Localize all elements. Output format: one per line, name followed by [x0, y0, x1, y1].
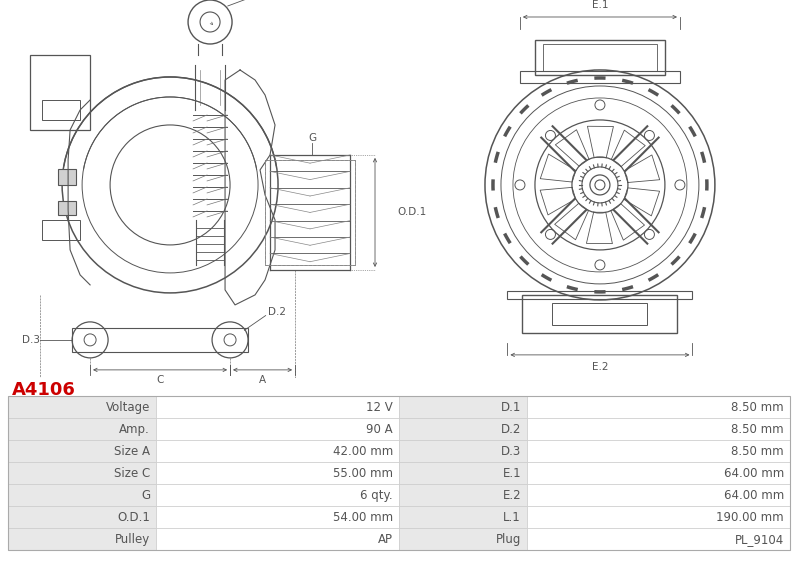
Text: PL_9104: PL_9104 [734, 532, 784, 545]
Text: 90 A: 90 A [366, 422, 393, 435]
Bar [58, 201, 76, 215]
Text: A: A [259, 375, 266, 385]
Bar [399, 396, 527, 418]
Bar [535, 40, 665, 75]
Text: 54.00 mm: 54.00 mm [333, 510, 393, 523]
Bar [30, 55, 90, 130]
Bar [399, 440, 527, 462]
Text: D.3: D.3 [22, 335, 40, 345]
Bar [553, 303, 647, 325]
Text: 12 V: 12 V [366, 400, 393, 414]
Text: 64.00 mm: 64.00 mm [724, 466, 784, 479]
Text: Amp.: Amp. [119, 422, 150, 435]
Text: C: C [156, 375, 164, 385]
Text: D.3: D.3 [501, 444, 521, 457]
Bar [527, 528, 790, 550]
Bar [527, 440, 790, 462]
Text: E.2: E.2 [502, 488, 521, 501]
Bar [507, 291, 693, 299]
Bar [265, 160, 355, 265]
Text: AP: AP [378, 532, 393, 545]
Text: 8.50 mm: 8.50 mm [731, 400, 784, 414]
Bar [520, 71, 680, 83]
Bar [156, 528, 399, 550]
Text: 6 qty.: 6 qty. [360, 488, 393, 501]
Text: Voltage: Voltage [106, 400, 150, 414]
Text: 42.00 mm: 42.00 mm [333, 444, 393, 457]
Text: 190.00 mm: 190.00 mm [716, 510, 784, 523]
Text: E.2: E.2 [592, 362, 608, 372]
Bar [72, 328, 248, 352]
Bar [399, 506, 527, 528]
Bar [8, 440, 156, 462]
Text: Size A: Size A [114, 444, 150, 457]
Bar [8, 484, 156, 506]
Bar [58, 169, 76, 185]
Text: D.2: D.2 [268, 307, 286, 317]
Bar [399, 528, 527, 550]
Text: A4106: A4106 [12, 381, 76, 399]
Bar [156, 396, 399, 418]
Bar [399, 418, 527, 440]
Text: G: G [308, 133, 316, 143]
Bar [8, 506, 156, 528]
Bar [156, 506, 399, 528]
Bar [8, 462, 156, 484]
Text: Plug: Plug [496, 532, 521, 545]
Text: E.1: E.1 [592, 0, 608, 10]
Text: 8.50 mm: 8.50 mm [731, 422, 784, 435]
Bar [42, 220, 80, 240]
Bar [399, 462, 527, 484]
Bar [527, 418, 790, 440]
Text: Size C: Size C [114, 466, 150, 479]
Text: E.1: E.1 [502, 466, 521, 479]
Text: D.1: D.1 [501, 400, 521, 414]
Bar [8, 528, 156, 550]
Bar [156, 418, 399, 440]
Bar [8, 396, 790, 550]
Bar [527, 484, 790, 506]
Bar [156, 440, 399, 462]
Bar [527, 396, 790, 418]
Bar [522, 295, 678, 333]
Bar [527, 462, 790, 484]
Text: D.2: D.2 [501, 422, 521, 435]
Text: O.D.1: O.D.1 [397, 208, 426, 218]
Text: G: G [141, 488, 150, 501]
Bar [8, 418, 156, 440]
Text: D.1: D.1 [228, 0, 282, 6]
Text: 55.00 mm: 55.00 mm [333, 466, 393, 479]
Bar [399, 484, 527, 506]
Text: Pulley: Pulley [114, 532, 150, 545]
Bar [8, 396, 156, 418]
Bar [527, 506, 790, 528]
Bar [543, 44, 657, 71]
Text: 8.50 mm: 8.50 mm [731, 444, 784, 457]
Text: L.1: L.1 [503, 510, 521, 523]
Bar [42, 100, 80, 120]
Bar [156, 484, 399, 506]
Text: 64.00 mm: 64.00 mm [724, 488, 784, 501]
Bar [265, 160, 355, 265]
Text: L.1: L.1 [160, 405, 175, 415]
Text: O.D.1: O.D.1 [117, 510, 150, 523]
Bar [156, 462, 399, 484]
